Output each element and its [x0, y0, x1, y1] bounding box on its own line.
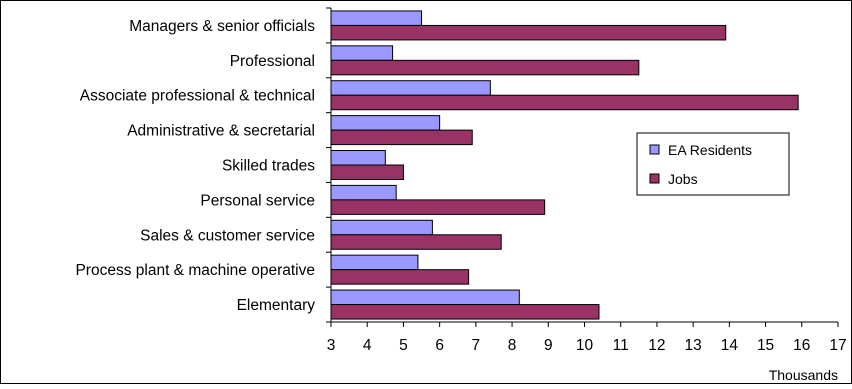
category-labels-group: Managers & senior officials Professional A… — [75, 18, 315, 314]
bar-ea-residents-5 — [330, 184, 397, 201]
category-label-2: Associate professional & technical — [80, 88, 315, 105]
legend-swatch-jobs — [649, 173, 660, 184]
x-tick-label-9: 9 — [544, 337, 553, 354]
x-tick-label-3: 3 — [327, 337, 336, 354]
x-tick-label-11: 11 — [613, 337, 629, 354]
category-label-7: Process plant & machine operative — [75, 262, 315, 279]
x-tick-label-8: 8 — [508, 337, 517, 354]
x-tick-label-15: 15 — [757, 337, 774, 354]
bar-jobs-7 — [330, 269, 470, 285]
x-axis-label: Thousands — [769, 367, 838, 383]
axes-group — [326, 7, 839, 327]
bar-jobs-0 — [330, 24, 727, 41]
bar-ea-residents-2 — [330, 80, 491, 96]
bar-jobs-2 — [330, 94, 799, 111]
bar-ea-residents-0 — [330, 10, 423, 26]
bar-jobs-6 — [330, 234, 502, 250]
x-tick-label-4: 4 — [363, 337, 372, 354]
x-tick-label-6: 6 — [435, 337, 444, 354]
x-tick-label-13: 13 — [685, 337, 702, 354]
bars-group — [330, 10, 799, 320]
bar-ea-residents-4 — [330, 150, 386, 166]
category-label-6: Sales & customer service — [140, 227, 315, 244]
legend: EA Residents Jobs — [636, 132, 790, 196]
x-tick-label-10: 10 — [576, 337, 594, 354]
legend-label-jobs: Jobs — [668, 171, 698, 187]
category-label-8: Elementary — [237, 297, 316, 314]
bar-ea-residents-6 — [330, 219, 433, 236]
category-label-1: Professional — [230, 53, 315, 70]
category-label-0: Managers & senior officials — [129, 18, 315, 35]
bar-jobs-1 — [330, 59, 640, 76]
bar-jobs-8 — [330, 304, 600, 320]
category-label-4: Skilled trades — [222, 158, 315, 175]
x-tick-labels-group: 3 4 5 6 7 8 9 10 11 12 13 14 15 16 17 — [327, 337, 847, 354]
x-tick-label-5: 5 — [399, 337, 408, 354]
bar-ea-residents-7 — [330, 254, 419, 271]
bar-jobs-5 — [330, 199, 546, 215]
x-tick-label-14: 14 — [721, 337, 739, 354]
bar-jobs-4 — [330, 164, 404, 180]
x-tick-label-12: 12 — [648, 337, 665, 354]
x-tick-label-17: 17 — [829, 337, 846, 354]
legend-swatch-ea-residents — [649, 144, 660, 155]
x-tick-label-7: 7 — [472, 337, 481, 354]
bar-jobs-3 — [330, 129, 473, 146]
legend-label-ea-residents: EA Residents — [668, 142, 752, 158]
category-label-5: Personal service — [200, 192, 315, 209]
x-tick-label-16: 16 — [793, 337, 810, 354]
category-label-3: Administrative & secretarial — [127, 123, 315, 140]
bar-ea-residents-1 — [330, 45, 394, 61]
bar-ea-residents-3 — [330, 115, 441, 131]
legend-box — [636, 132, 790, 196]
bar-ea-residents-8 — [330, 289, 520, 306]
